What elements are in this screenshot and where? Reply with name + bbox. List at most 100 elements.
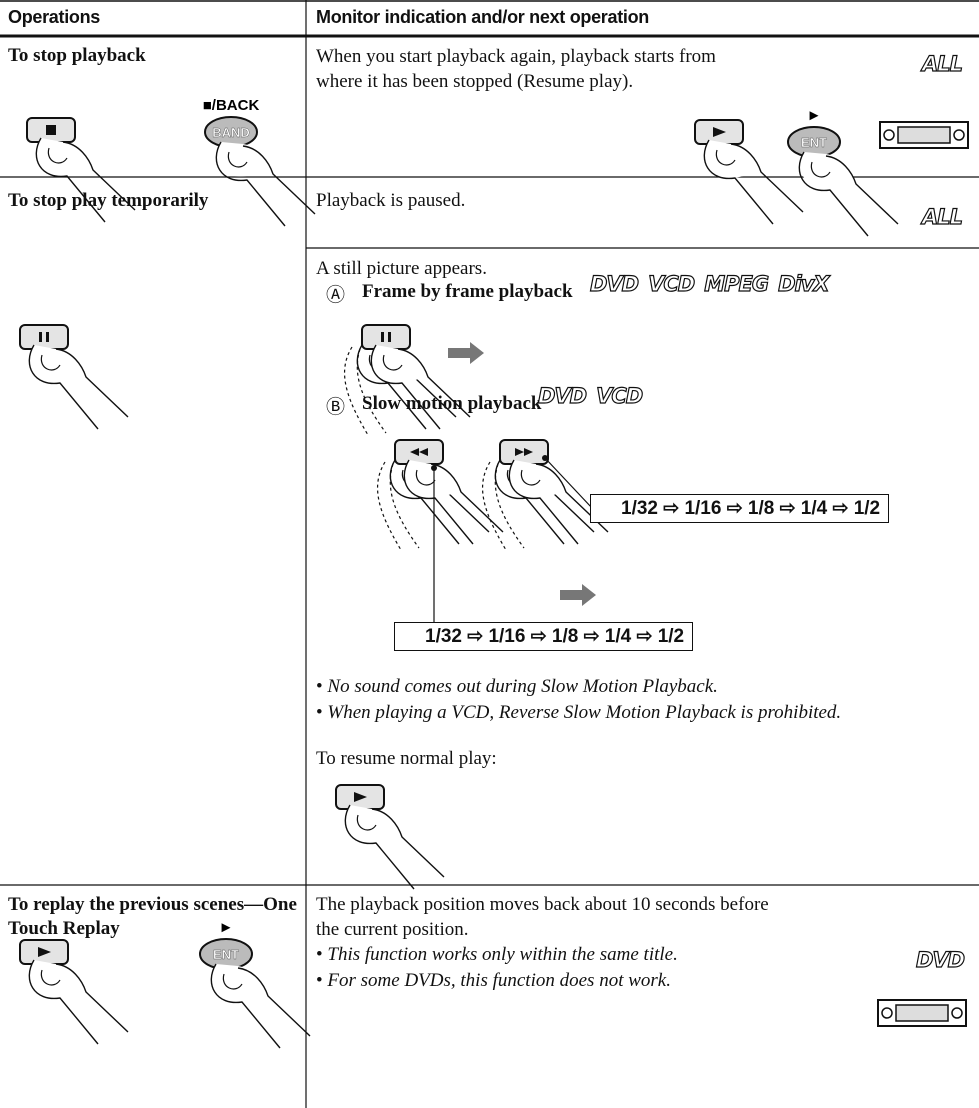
button-illustration: [694, 119, 804, 225]
motion-trace: [482, 461, 525, 551]
note: When playing a VCD, Reverse Slow Motion …: [316, 700, 841, 726]
fingernail: [47, 147, 68, 164]
finger-fill: [29, 345, 86, 384]
device-knob: [953, 129, 965, 141]
symbol: [381, 332, 384, 342]
motion-trace: [344, 346, 387, 436]
fingernail: [40, 969, 61, 986]
finger-fill: [704, 140, 761, 179]
disc-badge: MPEG: [704, 271, 770, 296]
symbol: [354, 792, 367, 802]
fingernail: [810, 161, 831, 178]
marker: Ⓐ: [326, 285, 346, 306]
operation: To stop play temporarily: [8, 190, 209, 211]
description: The playback position moves back about 1…: [316, 894, 769, 940]
finger: [215, 141, 316, 227]
disc-list: DVD VCD MPEG DivX: [589, 271, 831, 296]
disc-badge: DVD: [589, 271, 639, 296]
forward-steps: 1/32 ⇨ 1/16 ⇨ 1/8 ⇨ 1/4 ⇨ 1/2: [590, 494, 890, 523]
mode-label: Slow motion playback: [362, 393, 542, 414]
note: This function works only within the same…: [316, 942, 677, 968]
button-illustration: [19, 939, 129, 1045]
device-knob: [881, 1007, 893, 1019]
device-icon: [879, 121, 969, 149]
disc-badge: DivX: [778, 271, 831, 296]
finger: [798, 151, 899, 237]
notes: This function works only within the same…: [316, 942, 677, 994]
fingernail: [520, 469, 541, 486]
button-illustration: [26, 117, 136, 223]
motion-arrow: [560, 584, 596, 606]
button: [361, 324, 411, 350]
button-illustration: [335, 784, 445, 890]
symbol: [388, 332, 391, 342]
symbol: [38, 947, 51, 957]
symbol: [515, 448, 533, 456]
device-display: [897, 126, 951, 144]
finger-fill: [29, 960, 86, 999]
button-illustration: [344, 324, 471, 436]
description: A still picture appears.: [316, 258, 487, 279]
fingernail: [356, 814, 377, 831]
fingernail: [415, 469, 436, 486]
button-illustration: ► ENT: [199, 919, 311, 1049]
button-illustration: ► ENT: [787, 107, 899, 237]
fingernail: [222, 973, 243, 990]
finger-fill: [217, 142, 271, 177]
button-illustration: [19, 324, 129, 430]
notes: No sound comes out during Slow Motion Pl…: [316, 674, 841, 726]
finger: [28, 344, 129, 430]
device-icon: [877, 999, 967, 1027]
button-illustration: ■/BACK BAND: [203, 97, 316, 227]
device-display: [895, 1004, 949, 1022]
finger: [210, 963, 311, 1049]
finger: [703, 139, 804, 225]
motion-arrow: [448, 342, 484, 364]
button-label: BAND: [212, 125, 250, 140]
motion-trace: [377, 461, 420, 551]
symbol: [713, 127, 726, 137]
reverse-steps: 1/32 ⇨ 1/16 ⇨ 1/8 ⇨ 1/4 ⇨ 1/2: [394, 622, 694, 651]
fingernail: [382, 354, 403, 371]
note: No sound comes out during Slow Motion Pl…: [316, 674, 841, 700]
finger-fill: [404, 460, 461, 499]
fingernail: [40, 354, 61, 371]
disc-badge: DVD: [537, 383, 587, 408]
finger: [344, 804, 445, 890]
disc-badge: VCD: [648, 271, 696, 296]
description: To resume normal play:: [316, 748, 497, 769]
disc-badge: VCD: [596, 383, 644, 408]
fingernail: [227, 151, 248, 168]
button-illustration: [482, 439, 609, 551]
button-caption: ►: [219, 919, 234, 936]
callout-dot: [431, 465, 437, 471]
description: Playback is paused.: [316, 190, 466, 211]
device-knob: [951, 1007, 963, 1019]
finger: [35, 137, 136, 223]
disc-badge: ALL: [921, 204, 963, 229]
finger-fill: [345, 805, 402, 844]
finger-fill: [800, 152, 854, 187]
disc-list: DVD VCD: [537, 383, 644, 408]
button-label: ENT: [801, 135, 827, 150]
header-monitor: Monitor indication and/or next operation: [316, 7, 649, 27]
description: When you start playback again, playback …: [316, 46, 716, 92]
button-label: ENT: [213, 947, 239, 962]
button-caption: ■/BACK: [203, 97, 260, 114]
finger: [508, 459, 609, 545]
disc-badge: DVD: [915, 947, 965, 972]
callout-line: [544, 457, 593, 509]
finger-fill: [212, 964, 266, 999]
button: [19, 324, 69, 350]
mode-label: Frame by frame playback: [362, 281, 573, 302]
finger: [370, 344, 471, 430]
finger-fill: [36, 138, 93, 177]
button-caption: ►: [807, 107, 822, 124]
fingernail: [715, 149, 736, 166]
finger-fill: [371, 345, 428, 384]
symbol: [46, 332, 49, 342]
marker: Ⓑ: [326, 397, 346, 418]
symbol: [46, 125, 56, 135]
